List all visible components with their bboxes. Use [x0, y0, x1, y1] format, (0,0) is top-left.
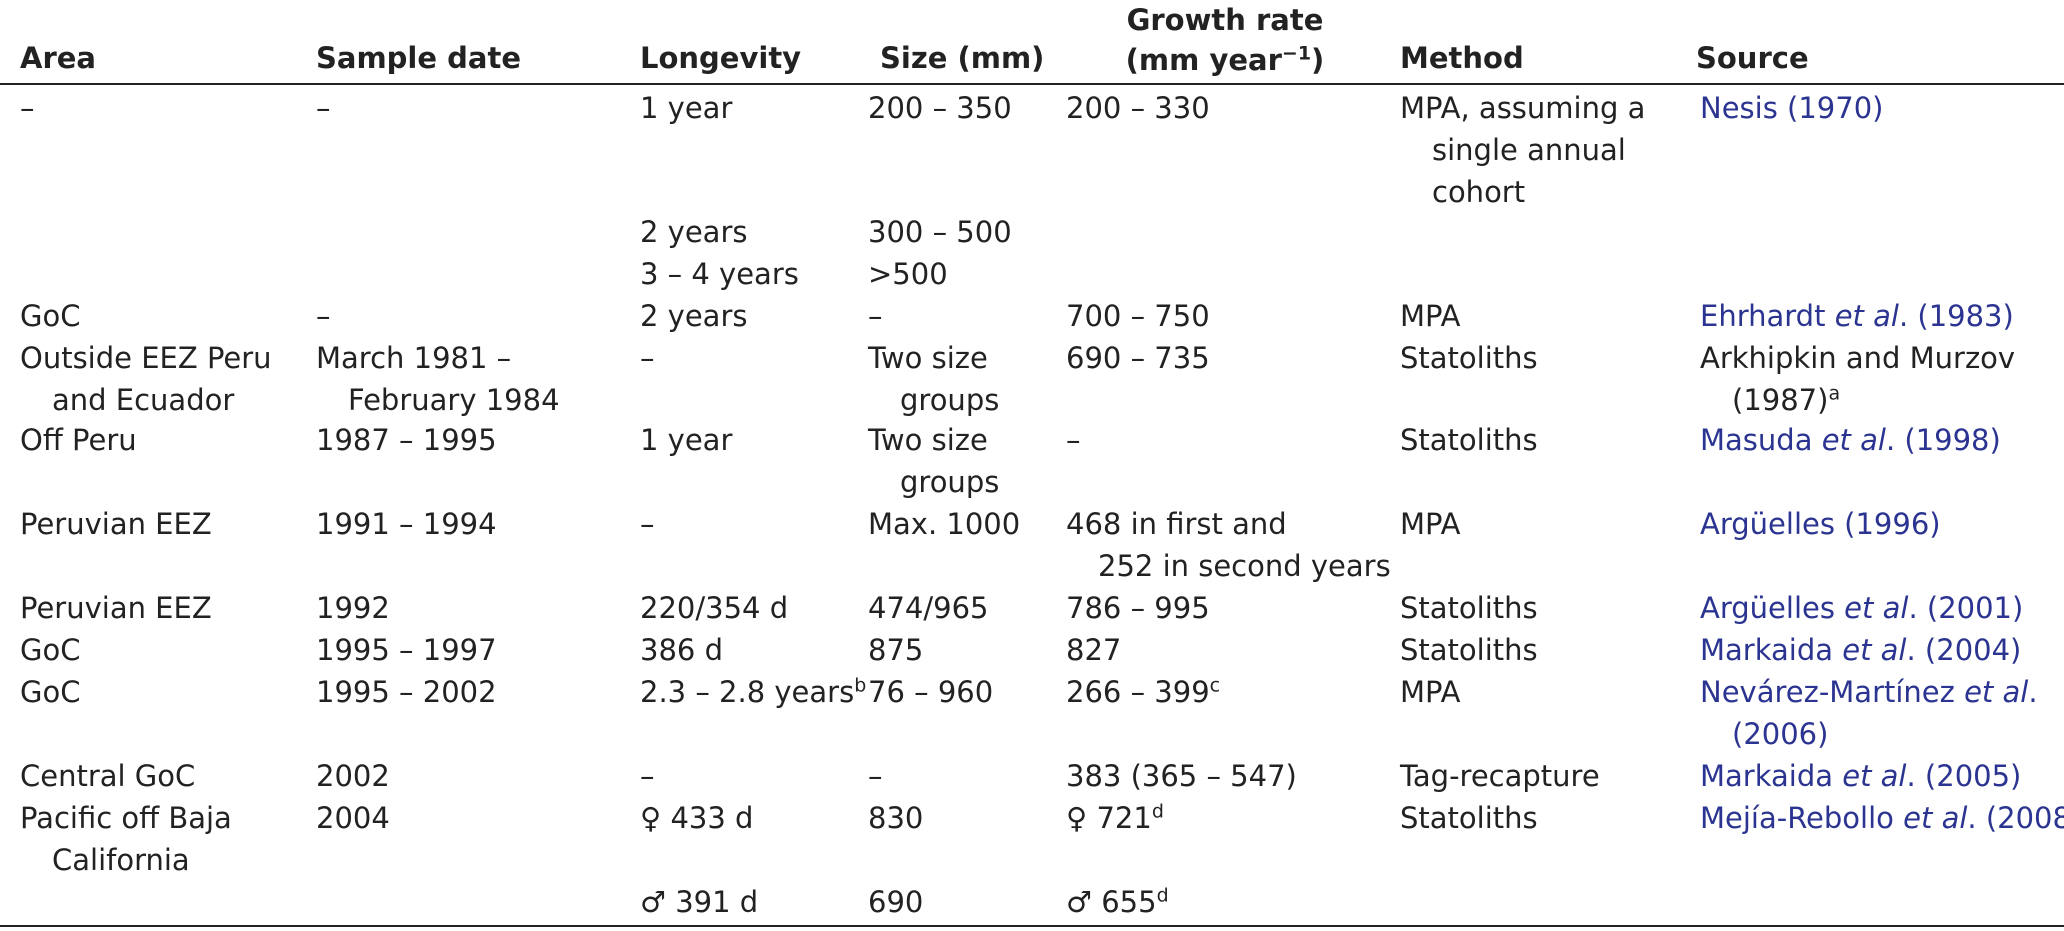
row-7-size: 875: [868, 633, 924, 667]
row-7-growth: 827: [1066, 633, 1122, 667]
header-growth-rate: Growth rate (mm year−1): [1100, 0, 1350, 80]
row-0-area: –: [20, 91, 35, 125]
row-0-date: –: [316, 91, 331, 125]
header-growth-line2: (mm year−1): [1125, 42, 1325, 77]
row-3-growth: 690 – 735: [1066, 341, 1210, 375]
row-4-size: Two size groups: [868, 423, 1000, 499]
row-10-method: Statoliths: [1400, 801, 1538, 835]
row-3-area: Outside EEZ Peru and Ecuador: [20, 341, 272, 417]
row-3-method: Statoliths: [1400, 341, 1538, 375]
row-5-method: MPA: [1400, 507, 1461, 541]
row-2-source-link[interactable]: Ehrhardt et al. (1983): [1700, 299, 2014, 333]
row-2-growth: 700 – 750: [1066, 299, 1210, 333]
row-8-growth: 266 – 399c: [1066, 674, 1221, 709]
row-11-longevity: ♂ 391 d: [640, 885, 759, 919]
bottom-rule: [0, 925, 2064, 927]
row-5-longevity: –: [640, 507, 655, 541]
row-11-growth: ♂ 655d: [1066, 884, 1169, 919]
row-1-size: 300 – 500 >500: [868, 215, 1012, 291]
row-7-area: GoC: [20, 633, 81, 667]
male-symbol-icon: ♂: [640, 885, 666, 919]
row-8-source-link[interactable]: Nevárez-Martínez et al. (2006): [1700, 675, 2038, 751]
row-4-growth: –: [1066, 423, 1081, 457]
row-8-area: GoC: [20, 675, 81, 709]
row-10-longevity: ♀ 433 d: [640, 801, 754, 835]
row-8-longevity: 2.3 – 2.8 yearsb: [640, 674, 867, 709]
row-8-method: MPA: [1400, 675, 1461, 709]
header-size: Size (mm): [880, 41, 1045, 75]
row-7-longevity: 386 d: [640, 633, 723, 667]
row-6-method: Statoliths: [1400, 591, 1538, 625]
header-area: Area: [20, 41, 96, 75]
header-method: Method: [1400, 41, 1524, 75]
row-6-size: 474/965: [868, 591, 989, 625]
row-0-growth: 200 – 330: [1066, 91, 1210, 125]
row-7-method: Statoliths: [1400, 633, 1538, 667]
row-9-date: 2002: [316, 759, 390, 793]
row-6-area: Peruvian EEZ: [20, 591, 212, 625]
row-5-date: 1991 – 1994: [316, 507, 497, 541]
row-6-longevity: 220/354 d: [640, 591, 789, 625]
row-10-source-link[interactable]: Mejía-Rebollo et al. (2008): [1700, 801, 2064, 835]
row-1-longevity: 2 years 3 – 4 years: [640, 215, 799, 291]
row-0-longevity: 1 year: [640, 91, 733, 125]
female-symbol-icon: ♀: [640, 801, 662, 835]
row-2-date: –: [316, 299, 331, 333]
row-8-date: 1995 – 2002: [316, 675, 497, 709]
row-9-longevity: –: [640, 759, 655, 793]
row-4-source-link[interactable]: Masuda et al. (1998): [1700, 423, 2001, 457]
header-rule: [0, 83, 2064, 85]
female-symbol-icon: ♀: [1066, 801, 1088, 835]
row-0-source-link[interactable]: Nesis (1970): [1700, 91, 1884, 125]
row-10-growth: ♀ 721d: [1066, 800, 1164, 835]
header-longevity: Longevity: [640, 41, 802, 75]
row-5-area: Peruvian EEZ: [20, 507, 212, 541]
row-9-area: Central GoC: [20, 759, 196, 793]
row-6-growth: 786 – 995: [1066, 591, 1210, 625]
row-7-date: 1995 – 1997: [316, 633, 497, 667]
row-0-method: MPA, assuming a single annual cohort: [1400, 91, 1646, 209]
row-4-area: Off Peru: [20, 423, 137, 457]
row-3-size: Two size groups: [868, 341, 1000, 417]
row-10-size: 830: [868, 801, 924, 835]
row-8-size: 76 – 960: [868, 675, 994, 709]
row-10-date: 2004: [316, 801, 390, 835]
row-0-size: 200 – 350: [868, 91, 1012, 125]
row-3-longevity: –: [640, 341, 655, 375]
row-4-method: Statoliths: [1400, 423, 1538, 457]
row-9-method: Tag-recapture: [1400, 759, 1600, 793]
row-5-growth: 468 in first and 252 in second years: [1066, 507, 1391, 583]
row-2-area: GoC: [20, 299, 81, 333]
row-2-method: MPA: [1400, 299, 1461, 333]
row-11-size: 690: [868, 885, 924, 919]
row-5-source-link[interactable]: Argüelles (1996): [1700, 507, 1941, 541]
row-2-size: –: [868, 299, 883, 333]
header-source: Source: [1696, 41, 1809, 75]
header-growth-line1: Growth rate: [1126, 3, 1324, 37]
row-7-source-link[interactable]: Markaida et al. (2004): [1700, 633, 2022, 667]
row-9-source-link[interactable]: Markaida et al. (2005): [1700, 759, 2022, 793]
row-10-area: Pacific off Baja California: [20, 801, 232, 877]
header-sample-date: Sample date: [316, 41, 521, 75]
row-3-source: Arkhipkin and Murzov (1987)a: [1700, 341, 2016, 417]
row-9-growth: 383 (365 – 547): [1066, 759, 1297, 793]
row-3-date: March 1981 – February 1984: [316, 341, 560, 417]
row-5-size: Max. 1000: [868, 507, 1021, 541]
row-9-size: –: [868, 759, 883, 793]
row-6-source-link[interactable]: Argüelles et al. (2001): [1700, 591, 2024, 625]
row-6-date: 1992: [316, 591, 390, 625]
row-2-longevity: 2 years: [640, 299, 748, 333]
male-symbol-icon: ♂: [1066, 885, 1092, 919]
row-4-date: 1987 – 1995: [316, 423, 497, 457]
row-4-longevity: 1 year: [640, 423, 733, 457]
